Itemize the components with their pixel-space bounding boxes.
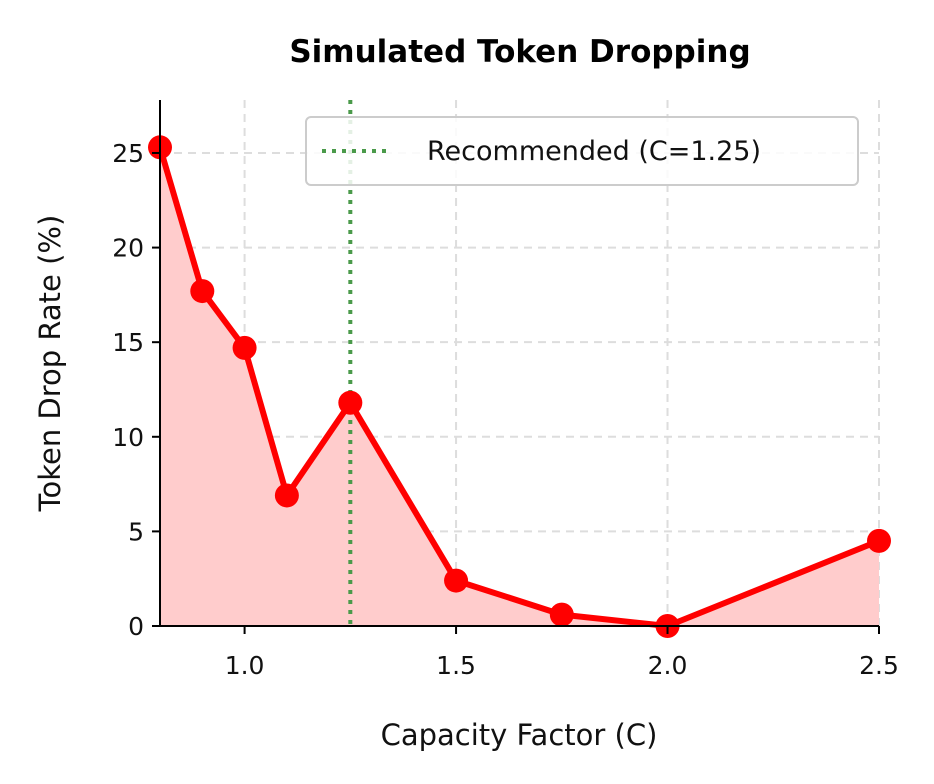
data-point <box>338 390 363 415</box>
data-points <box>148 135 891 638</box>
y-tick-label: 5 <box>128 517 144 546</box>
data-point <box>274 483 299 508</box>
area-fill <box>160 147 879 626</box>
y-axis-label: Token Drop Rate (%) <box>33 215 67 513</box>
x-tick-label: 2.5 <box>859 651 899 680</box>
ticks: 1.0 1.5 2.0 2.5 0 5 10 15 20 25 <box>112 139 899 680</box>
y-tick-label: 15 <box>112 328 144 357</box>
legend-box <box>305 116 859 186</box>
data-point <box>867 528 891 553</box>
x-tick-label: 2.0 <box>648 651 688 680</box>
legend: Recommended (C=1.25) <box>305 116 859 186</box>
data-point <box>549 602 574 627</box>
y-tick-label: 20 <box>112 234 144 263</box>
x-tick-label: 1.5 <box>436 651 476 680</box>
x-tick-label: 1.0 <box>225 651 265 680</box>
y-tick-label: 0 <box>128 612 144 641</box>
data-point <box>232 335 257 360</box>
y-tick-label: 10 <box>112 423 144 452</box>
data-point <box>190 279 215 304</box>
data-point <box>444 568 469 593</box>
y-tick-label: 25 <box>112 139 144 168</box>
legend-label: Recommended (C=1.25) <box>427 136 761 167</box>
chart-title: Simulated Token Dropping <box>289 34 750 70</box>
x-axis-label: Capacity Factor (C) <box>381 718 658 752</box>
